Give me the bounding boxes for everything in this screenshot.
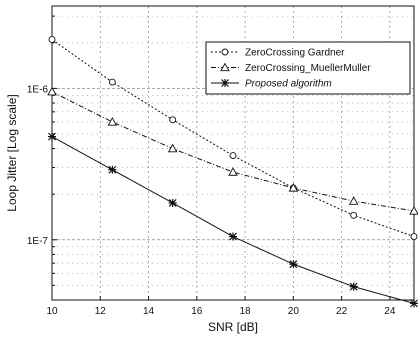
data-point: [108, 78, 116, 86]
x-tick-label: 24: [384, 306, 396, 317]
data-point: [409, 206, 418, 215]
plot-frame: [51, 5, 415, 301]
legend-marker: [221, 79, 229, 87]
data-point: [289, 260, 298, 269]
y-axis-label: Loop Jitter [Log scale]: [5, 94, 19, 211]
y-tick-label: 1E-7: [27, 236, 49, 247]
data-point: [229, 232, 237, 241]
data-point: [410, 233, 418, 240]
data-point: [410, 299, 418, 308]
data-point: [228, 167, 238, 176]
legend-label: ZeroCrossing Gardner: [245, 48, 345, 59]
data-point: [107, 117, 118, 126]
legend: ZeroCrossing Gardner ZeroCrossing_Mueller…: [205, 41, 411, 95]
x-tick-label: 16: [191, 306, 203, 317]
x-tick-label: 20: [288, 306, 300, 317]
legend-box: [205, 41, 411, 95]
series-zerocrossing-gardner: [48, 36, 418, 240]
legend-marker: [220, 62, 230, 72]
data-point: [288, 182, 299, 192]
x-axis-label: SNR [dB]: [208, 320, 258, 334]
series-line: [51, 91, 415, 212]
y-tick-label: 1E-6: [27, 84, 49, 95]
data-point: [168, 198, 177, 207]
data-point: [108, 165, 117, 174]
data-point: [169, 116, 177, 124]
x-tick-label: 18: [240, 306, 252, 317]
data-point: [349, 282, 358, 291]
series-zerocrossing-muellermuller: [47, 86, 418, 215]
series-proposed-algorithm: [48, 132, 418, 308]
data-point: [47, 86, 57, 96]
x-tick-label: 10: [46, 306, 58, 317]
series-line: [51, 136, 415, 304]
legend-label: ZeroCrossing_MuellerMuller: [245, 63, 371, 74]
x-tick-label: 12: [95, 306, 107, 317]
x-tick-label: 22: [336, 306, 348, 317]
data-point: [167, 143, 178, 153]
ticks: 10 12 14 16 18 20 22 24 1E-7 1E-6: [27, 15, 396, 317]
data-point: [348, 196, 359, 205]
legend-marker: [221, 48, 229, 56]
data-point: [350, 211, 358, 219]
data-point: [48, 36, 56, 44]
data-point: [48, 132, 56, 141]
legend-label: Proposed algorithm: [245, 79, 332, 90]
series-layer: [47, 36, 418, 308]
x-tick-label: 14: [143, 306, 155, 317]
data-point: [229, 152, 237, 159]
